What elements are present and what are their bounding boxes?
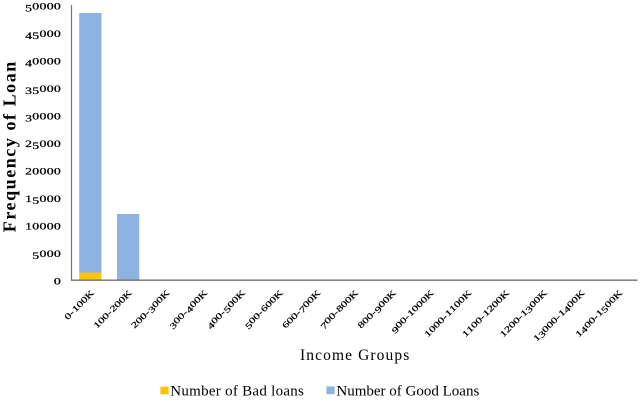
svg-text:0: 0 <box>54 194 61 204</box>
svg-text:3: 3 <box>25 113 32 123</box>
svg-text:0: 0 <box>40 167 47 177</box>
svg-text:1: 1 <box>25 194 32 204</box>
svg-text:0: 0 <box>32 57 39 67</box>
svg-text:0: 0 <box>54 84 61 94</box>
svg-text:0: 0 <box>32 112 39 122</box>
svg-text:0: 0 <box>40 139 47 149</box>
svg-text:0: 0 <box>32 167 39 177</box>
svg-text:0: 0 <box>54 2 61 12</box>
svg-text:5: 5 <box>32 251 39 261</box>
svg-text:3: 3 <box>25 86 32 96</box>
svg-text:0: 0 <box>40 29 47 39</box>
svg-text:5: 5 <box>32 31 39 41</box>
svg-text:0: 0 <box>47 29 54 39</box>
svg-text:5: 5 <box>32 86 39 96</box>
svg-text:0: 0 <box>47 57 54 67</box>
svg-text:0: 0 <box>54 29 61 39</box>
svg-text:5: 5 <box>25 3 32 13</box>
svg-text:5: 5 <box>32 141 39 151</box>
svg-text:1: 1 <box>25 222 32 232</box>
svg-text:0: 0 <box>47 112 54 122</box>
svg-text:0: 0 <box>47 2 54 12</box>
svg-text:2: 2 <box>25 167 32 177</box>
svg-text:Number of Good Loans: Number of Good Loans <box>336 384 479 400</box>
svg-text:0: 0 <box>32 222 39 232</box>
svg-text:4: 4 <box>25 31 32 41</box>
svg-text:0: 0 <box>54 277 61 287</box>
svg-text:0: 0 <box>47 194 54 204</box>
svg-text:0: 0 <box>40 112 47 122</box>
svg-text:2: 2 <box>25 139 32 149</box>
svg-text:0: 0 <box>54 112 61 122</box>
svg-text:0: 0 <box>47 249 54 259</box>
svg-text:Frequency of Loan: Frequency of Loan <box>0 60 20 232</box>
svg-text:0: 0 <box>40 84 47 94</box>
svg-text:0: 0 <box>54 249 61 259</box>
svg-text:0: 0 <box>40 249 47 259</box>
svg-text:5: 5 <box>32 196 39 206</box>
svg-text:0: 0 <box>47 84 54 94</box>
svg-text:4: 4 <box>25 58 32 68</box>
svg-text:0: 0 <box>47 139 54 149</box>
svg-text:0: 0 <box>40 57 47 67</box>
svg-text:0: 0 <box>47 167 54 177</box>
svg-text:0: 0 <box>54 167 61 177</box>
svg-text:0: 0 <box>54 222 61 232</box>
svg-text:0: 0 <box>47 222 54 232</box>
svg-text:0: 0 <box>40 222 47 232</box>
svg-text:Number of Bad loans: Number of Bad loans <box>170 384 304 400</box>
svg-text:0: 0 <box>32 2 39 12</box>
svg-text:0: 0 <box>40 194 47 204</box>
svg-text:0: 0 <box>40 2 47 12</box>
svg-text:Income Groups: Income Groups <box>300 347 410 364</box>
svg-text:0: 0 <box>54 57 61 67</box>
svg-text:0: 0 <box>54 139 61 149</box>
